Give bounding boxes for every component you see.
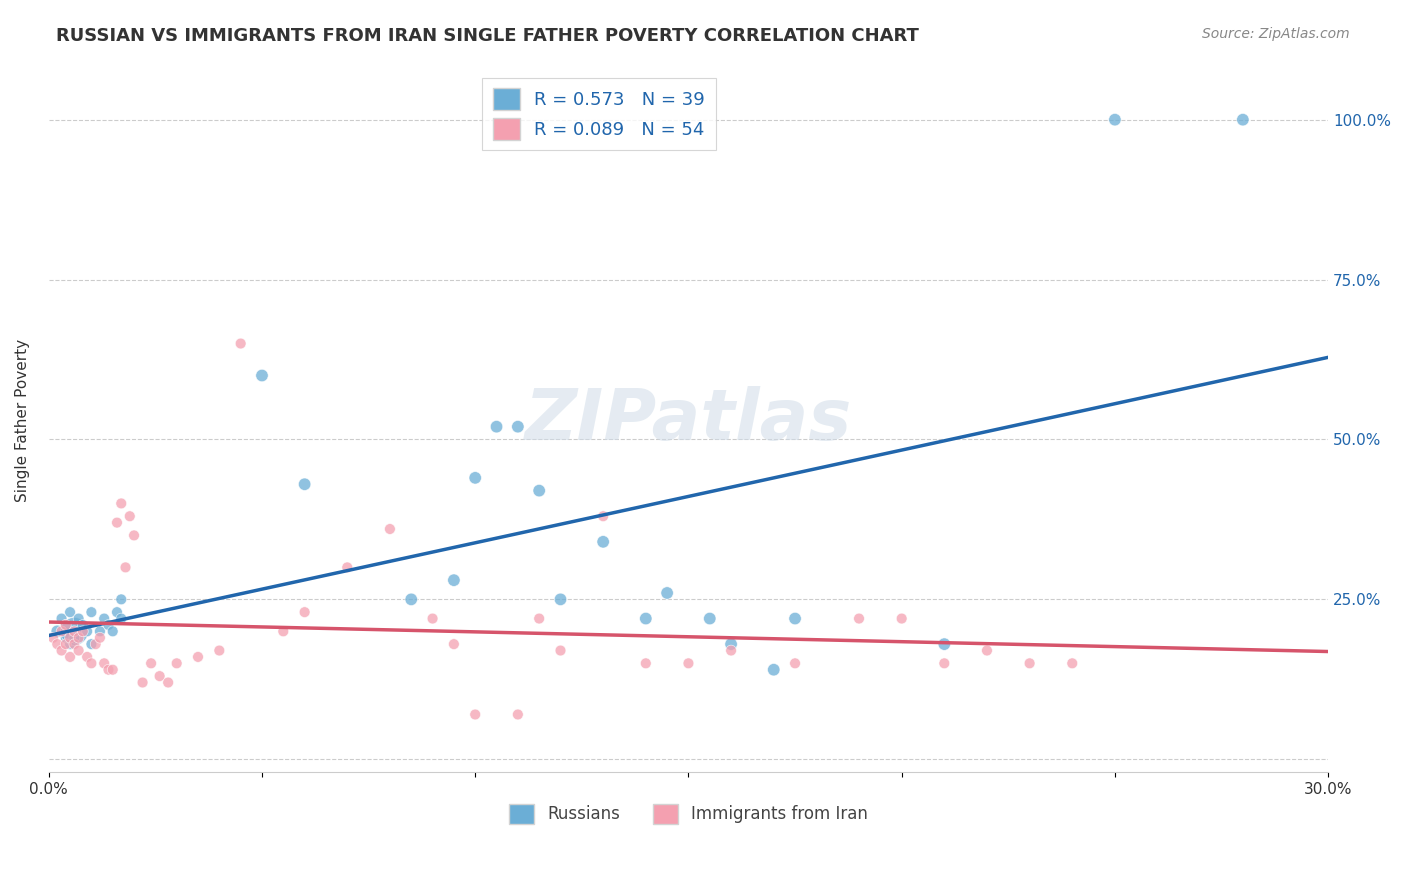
Point [527,611,550,625]
Point [67,631,90,645]
Point [294,477,316,491]
Point [485,419,508,434]
Point [1062,657,1084,671]
Point [118,509,141,524]
Point [464,471,486,485]
Point [67,611,90,625]
Point [166,657,188,671]
Point [378,522,401,536]
Point [934,637,956,651]
Point [114,560,136,574]
Point [93,657,115,671]
Point [80,605,103,619]
Point [592,509,614,524]
Point [976,643,998,657]
Point [1104,112,1126,127]
Point [634,611,657,625]
Point [93,611,115,625]
Point [720,643,742,657]
Point [51,643,73,657]
Point [42,631,65,645]
Point [1232,112,1254,127]
Point [655,586,678,600]
Text: ZIPatlas: ZIPatlas [524,385,852,455]
Point [250,368,273,383]
Point [527,483,550,498]
Point [67,643,90,657]
Point [80,637,103,651]
Point [550,643,572,657]
Point [720,637,742,651]
Point [76,649,98,664]
Legend: Russians, Immigrants from Iran: Russians, Immigrants from Iran [499,794,879,834]
Point [122,528,145,542]
Point [762,663,785,677]
Point [84,637,107,651]
Point [63,624,86,639]
Point [294,605,316,619]
Point [783,657,806,671]
Point [550,592,572,607]
Point [97,663,120,677]
Point [89,631,111,645]
Point [934,657,956,671]
Point [89,624,111,639]
Point [97,618,120,632]
Point [592,534,614,549]
Point [110,496,132,510]
Point [890,611,912,625]
Point [55,631,77,645]
Point [105,516,128,530]
Point [783,611,806,625]
Point [443,637,465,651]
Point [443,573,465,587]
Point [157,675,180,690]
Point [149,669,172,683]
Point [139,657,162,671]
Point [101,663,124,677]
Point [59,649,82,664]
Text: RUSSIAN VS IMMIGRANTS FROM IRAN SINGLE FATHER POVERTY CORRELATION CHART: RUSSIAN VS IMMIGRANTS FROM IRAN SINGLE F… [56,27,920,45]
Point [63,624,86,639]
Point [678,657,700,671]
Point [101,624,124,639]
Point [506,707,529,722]
Point [51,611,73,625]
Point [110,611,132,625]
Point [105,605,128,619]
Point [464,707,486,722]
Point [63,631,86,645]
Point [399,592,422,607]
Point [131,675,153,690]
Point [634,657,657,671]
Point [80,657,103,671]
Point [336,560,359,574]
Point [46,637,69,651]
Point [229,336,252,351]
Point [59,637,82,651]
Point [46,624,69,639]
Point [51,624,73,639]
Point [63,637,86,651]
Point [59,631,82,645]
Y-axis label: Single Father Poverty: Single Father Poverty [15,339,30,502]
Text: Source: ZipAtlas.com: Source: ZipAtlas.com [1202,27,1350,41]
Point [55,618,77,632]
Point [55,637,77,651]
Point [699,611,721,625]
Point [110,592,132,607]
Point [72,618,94,632]
Point [271,624,294,639]
Point [55,618,77,632]
Point [208,643,231,657]
Point [59,605,82,619]
Point [72,624,94,639]
Point [1018,657,1040,671]
Point [187,649,209,664]
Point [76,624,98,639]
Point [422,611,444,625]
Point [848,611,870,625]
Point [506,419,529,434]
